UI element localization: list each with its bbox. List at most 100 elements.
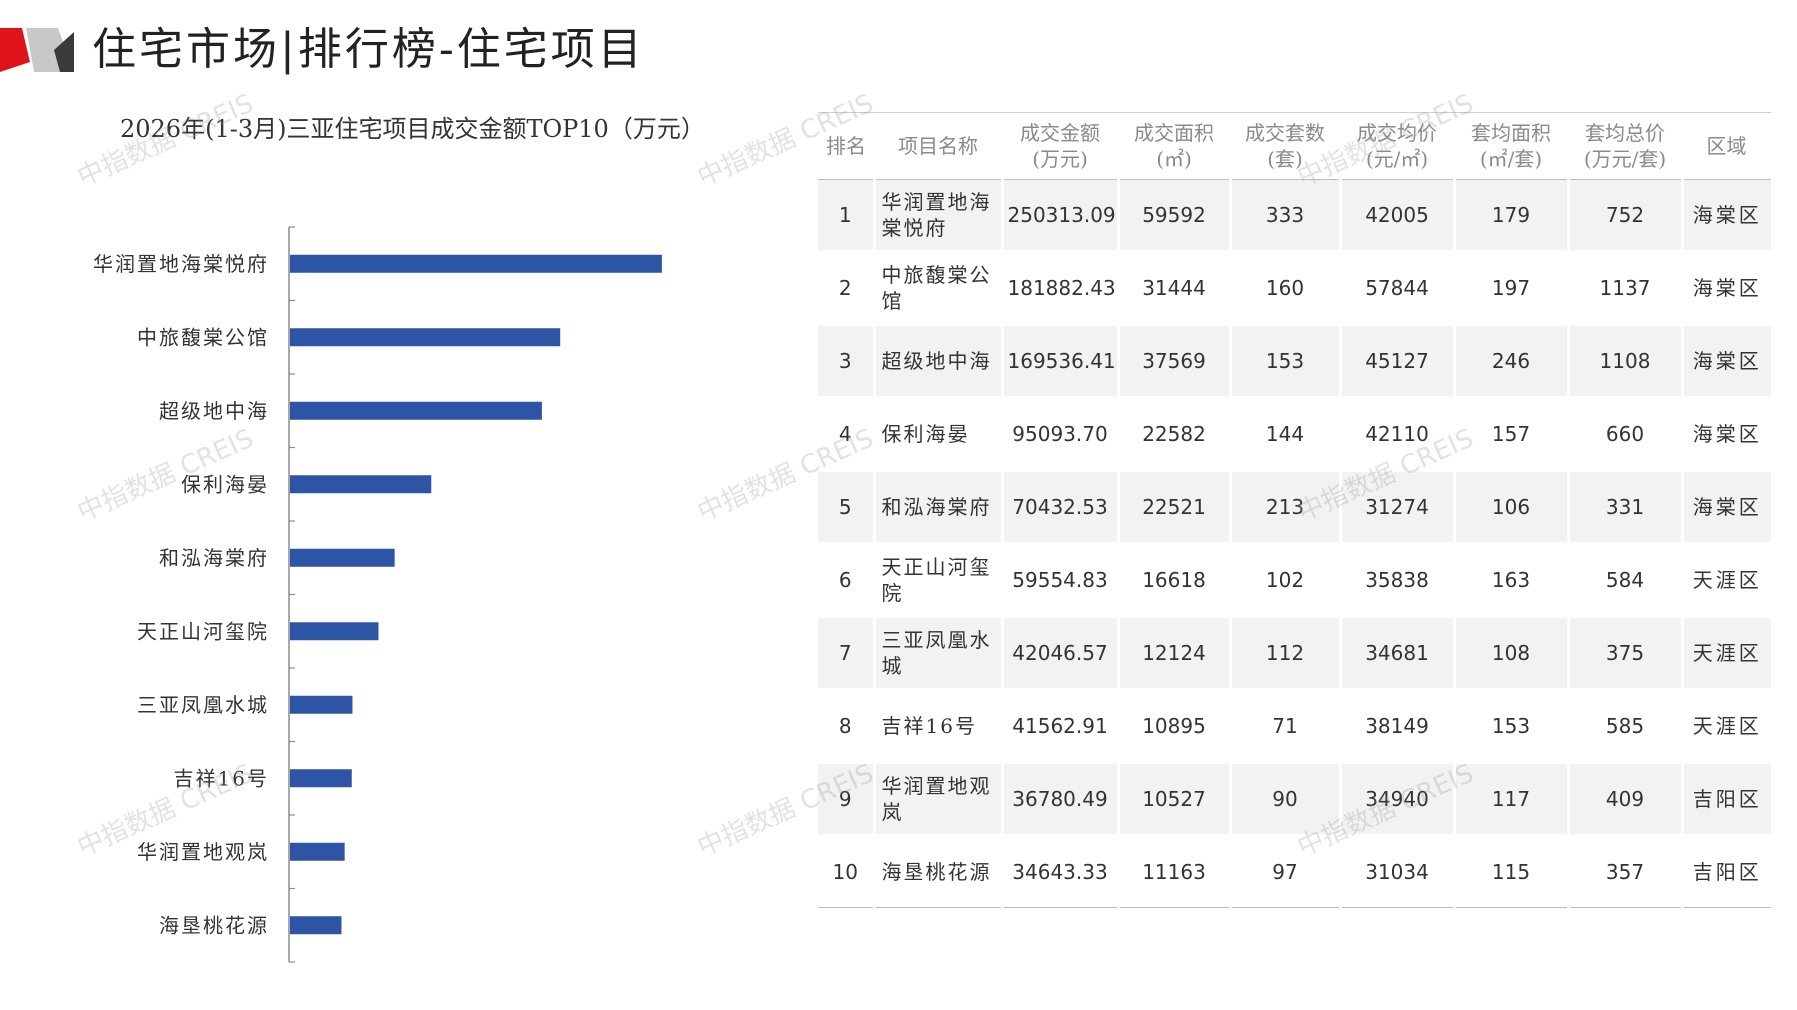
cell-name: 华润置地海棠悦府 — [874, 179, 1004, 252]
category-label: 华润置地海棠悦府 — [93, 252, 269, 276]
cell-region: 海棠区 — [1692, 276, 1762, 300]
cell-name: 中旅馥棠公馆 — [874, 251, 1004, 325]
column-header: 成交面积 (㎡) — [1118, 112, 1230, 180]
column-header: 成交套数 (套) — [1230, 112, 1340, 180]
cell-avg-price: 42110 — [1340, 397, 1456, 471]
bar — [290, 842, 345, 861]
cell-avg-area: 115 — [1454, 835, 1570, 908]
column-header-line1: 成交面积 — [1134, 121, 1214, 145]
cell-rank: 3 — [818, 324, 876, 398]
cell-units: 144 — [1230, 397, 1342, 471]
cell-region: 吉阳区 — [1682, 762, 1771, 836]
table-row: 6 天正山河玺院 59554.83 16618 102 35838 163 584 天涯区 — [818, 543, 1771, 617]
bar — [290, 401, 542, 420]
bar — [290, 475, 432, 494]
cell-avg-area: 163 — [1454, 543, 1570, 617]
cell-units: 97 — [1230, 835, 1342, 908]
cell-units: 71 — [1230, 689, 1342, 763]
column-header: 成交均价 (元/㎡) — [1340, 112, 1454, 180]
cell-avg-total: 375 — [1568, 616, 1684, 690]
cell-area: 16618 — [1118, 543, 1232, 617]
page-title: 住宅市场|排行榜-住宅项目 — [92, 24, 645, 75]
cell-avg-price: 57844 — [1340, 251, 1456, 325]
bar — [290, 254, 662, 273]
cell-name: 天正山河玺院 — [874, 543, 1004, 617]
cell-amount: 95093.70 — [1002, 397, 1120, 471]
cell-area: 22521 — [1118, 470, 1232, 544]
cell-rank: 8 — [818, 689, 876, 763]
table-row: 3 超级地中海 169536.41 37569 153 45127 246 1108 海棠区 — [818, 324, 1771, 398]
column-header: 排名 — [818, 112, 874, 180]
cell-area: 11163 — [1118, 835, 1232, 908]
column-header: 区域 — [1682, 112, 1771, 180]
cell-name: 超级地中海 — [874, 324, 1004, 398]
cell-avg-total: 752 — [1568, 179, 1684, 252]
cell-units: 90 — [1230, 762, 1342, 836]
cell-region: 天涯区 — [1682, 616, 1771, 690]
category-label: 和泓海棠府 — [159, 546, 269, 570]
column-header-line1: 套均总价 — [1585, 121, 1665, 145]
logo-red-shape — [0, 28, 30, 72]
cell-amount: 41562.91 — [1002, 689, 1120, 763]
cell-rank: 10 — [818, 835, 876, 908]
column-header-line2: (套) — [1267, 147, 1303, 171]
column-header-line1: 区域 — [1706, 134, 1747, 158]
cell-name: 吉祥16号 — [874, 689, 1004, 763]
cell-area: 10527 — [1118, 762, 1232, 836]
column-header: 套均总价 (万元/套) — [1568, 112, 1682, 180]
brand-logo — [0, 28, 74, 72]
cell-area: 59592 — [1118, 179, 1232, 252]
cell-area: 12124 — [1118, 616, 1232, 690]
cell-avg-total: 409 — [1568, 762, 1684, 836]
table-row: 1 华润置地海棠悦府 250313.09 59592 333 42005 179 752 海棠区 — [818, 179, 1771, 252]
cell-name: 华润置地观岚 — [874, 762, 1004, 836]
cell-amount: 36780.49 — [1002, 762, 1120, 836]
cell-avg-total: 585 — [1568, 689, 1684, 763]
table-row: 7 三亚凤凰水城 42046.57 12124 112 34681 108 375 天涯区 — [818, 616, 1771, 690]
cell-amount: 59554.83 — [1002, 543, 1120, 617]
cell-name: 保利海晏 — [874, 397, 1004, 471]
table-body: 1 华润置地海棠悦府 250313.09 59592 333 42005 179 752 海棠区… — [818, 179, 1771, 908]
cell-name: 和泓海棠府 — [874, 470, 1004, 544]
column-header-line2: (万元/套) — [1583, 147, 1667, 171]
category-label: 中旅馥棠公馆 — [137, 325, 269, 349]
cell-avg-area: 106 — [1454, 470, 1570, 544]
cell-avg-price: 34940 — [1340, 762, 1456, 836]
cell-amount: 250313.09 — [1002, 179, 1120, 252]
cell-avg-total: 660 — [1568, 397, 1684, 471]
cell-name: 海垦桃花源 — [874, 835, 1004, 908]
bar-chart: 华润置地海棠悦府中旅馥棠公馆超级地中海保利海晏和泓海棠府天正山河玺院三亚凤凰水城… — [93, 226, 662, 963]
cell-rank: 5 — [818, 470, 876, 544]
cell-amount: 181882.43 — [1002, 251, 1120, 325]
cell-avg-area: 117 — [1454, 762, 1570, 836]
column-header-line1: 套均面积 — [1471, 121, 1551, 145]
category-label: 保利海晏 — [181, 472, 269, 496]
cell-rank: 7 — [818, 616, 876, 690]
table-header-row: 排名 项目名称 成交金额 (万元) 成交面积 (㎡) 成交套数 (套) 成交均价 (元/㎡) 套均面… — [818, 112, 1771, 180]
category-label: 吉祥16号 — [174, 766, 269, 790]
cell-avg-total: 331 — [1568, 470, 1684, 544]
table-row: 9 华润置地观岚 36780.49 10527 90 34940 117 409 吉阳区 — [818, 762, 1771, 836]
cell-region: 海棠区 — [1692, 422, 1762, 446]
column-header: 项目名称 — [874, 112, 1002, 180]
category-label: 超级地中海 — [159, 399, 269, 423]
cell-avg-area: 179 — [1454, 179, 1570, 252]
cell-rank: 6 — [818, 543, 876, 617]
cell-avg-area: 246 — [1454, 324, 1570, 398]
table-row: 10 海垦桃花源 34643.33 11163 97 31034 115 357 吉阳区 — [818, 835, 1771, 908]
cell-avg-area: 108 — [1454, 616, 1570, 690]
cell-region: 天涯区 — [1692, 568, 1762, 592]
column-header-line1: 成交均价 — [1357, 121, 1437, 145]
column-header-line1: 排名 — [826, 134, 866, 158]
cell-avg-price: 35838 — [1340, 543, 1456, 617]
table-header: 排名 项目名称 成交金额 (万元) 成交面积 (㎡) 成交套数 (套) 成交均价 (元/㎡) 套均面… — [818, 112, 1771, 180]
category-label: 天正山河玺院 — [137, 619, 269, 643]
column-header-line2: (㎡/套) — [1479, 147, 1543, 171]
column-header-line2: (㎡) — [1156, 147, 1192, 171]
column-header-line1: 项目名称 — [898, 134, 978, 158]
cell-name: 三亚凤凰水城 — [874, 616, 1004, 690]
bar — [290, 916, 342, 935]
cell-units: 153 — [1230, 324, 1342, 398]
bar — [290, 769, 352, 788]
cell-units: 213 — [1230, 470, 1342, 544]
